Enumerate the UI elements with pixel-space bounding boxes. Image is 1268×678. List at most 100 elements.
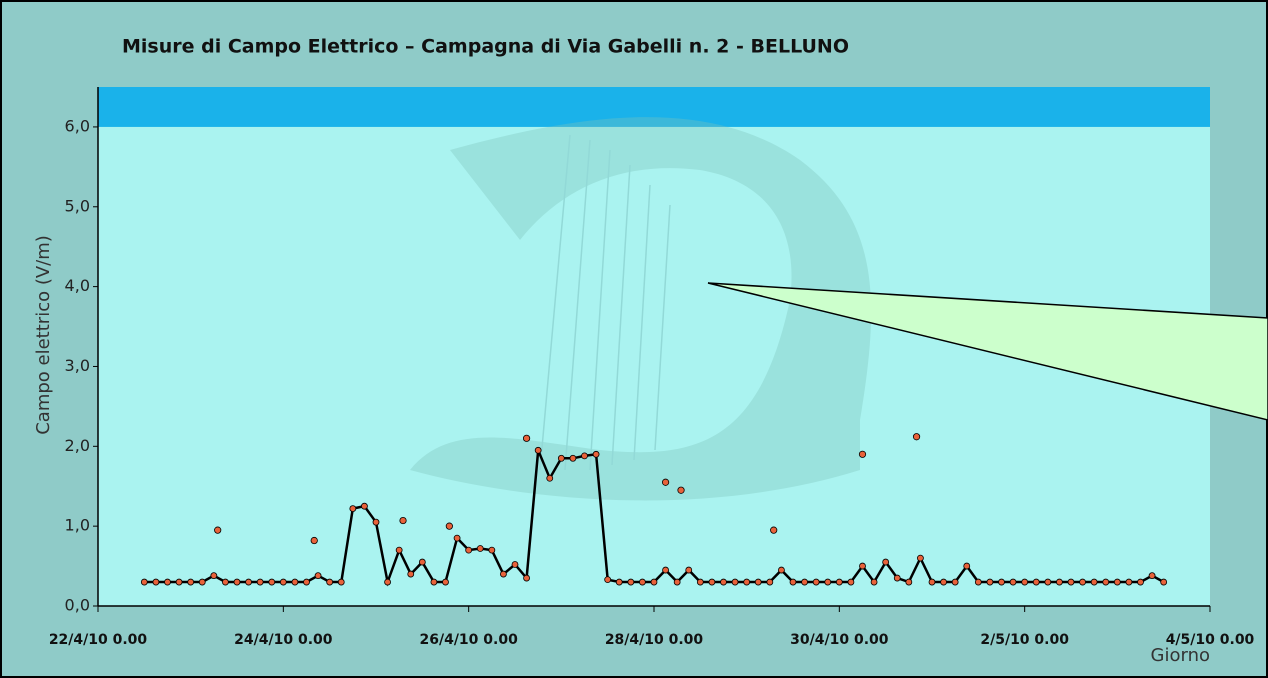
data-point (535, 447, 541, 453)
data-point (582, 453, 588, 459)
data-point (639, 579, 645, 585)
x-tick-label: 26/4/10 0.00 (419, 632, 518, 648)
data-point (883, 559, 889, 565)
data-point (1010, 579, 1016, 585)
data-point (373, 519, 379, 525)
data-point (1138, 579, 1144, 585)
data-point (269, 579, 275, 585)
data-point (477, 546, 483, 552)
data-point (1045, 579, 1051, 585)
data-point (1091, 579, 1097, 585)
data-point (512, 561, 518, 567)
data-point (141, 579, 147, 585)
data-point (396, 547, 402, 553)
y-tick-label: 1,0 (65, 516, 90, 535)
data-point (1056, 579, 1062, 585)
y-tick-label: 5,0 (65, 196, 90, 215)
data-point (176, 579, 182, 585)
data-point (860, 563, 866, 569)
data-point (1103, 579, 1109, 585)
data-point (570, 455, 576, 461)
data-point (350, 506, 356, 512)
data-point (686, 567, 692, 573)
x-tick-label: 2/5/10 0.00 (980, 632, 1069, 648)
data-point (709, 579, 715, 585)
data-point (1126, 579, 1132, 585)
data-point (1068, 579, 1074, 585)
data-point (558, 455, 564, 461)
data-point (500, 571, 506, 577)
data-point (894, 575, 900, 581)
data-point (802, 579, 808, 585)
data-point (674, 579, 680, 585)
x-tick-label: 22/4/10 0.00 (49, 632, 148, 648)
data-point (419, 559, 425, 565)
y-tick-label: 3,0 (65, 356, 90, 375)
outlier-point (214, 527, 220, 533)
chart-title: Misure di Campo Elettrico – Campagna di … (122, 36, 849, 58)
data-point (848, 579, 854, 585)
y-tick-label: 4,0 (65, 276, 90, 295)
data-point (941, 579, 947, 585)
data-point (246, 579, 252, 585)
data-point (616, 579, 622, 585)
data-point (1149, 573, 1155, 579)
data-point (813, 579, 819, 585)
data-point (999, 579, 1005, 585)
data-point (408, 571, 414, 577)
data-point (199, 579, 205, 585)
data-point (767, 579, 773, 585)
data-point (1022, 579, 1028, 585)
data-point (489, 547, 495, 553)
data-point (697, 579, 703, 585)
data-point (257, 579, 263, 585)
data-point (524, 575, 530, 581)
data-point (304, 579, 310, 585)
outlier-point (311, 537, 317, 543)
data-point (153, 579, 159, 585)
x-tick-label: 24/4/10 0.00 (234, 632, 333, 648)
data-point (593, 451, 599, 457)
data-point (315, 573, 321, 579)
outlier-point (662, 479, 668, 485)
data-point (755, 579, 761, 585)
outlier-point (770, 527, 776, 533)
y-axis-label: Campo elettrico (V/m) (33, 235, 54, 435)
data-point (732, 579, 738, 585)
data-point (790, 579, 796, 585)
y-tick-label: 2,0 (65, 436, 90, 455)
data-point (222, 579, 228, 585)
data-point (188, 579, 194, 585)
data-point (744, 579, 750, 585)
data-point (443, 579, 449, 585)
data-point (651, 579, 657, 585)
data-point (327, 579, 333, 585)
data-point (547, 475, 553, 481)
data-point (385, 579, 391, 585)
data-point (778, 567, 784, 573)
data-point (836, 579, 842, 585)
data-point (1080, 579, 1086, 585)
data-point (663, 567, 669, 573)
data-point (987, 579, 993, 585)
outlier-point (859, 451, 865, 457)
data-point (929, 579, 935, 585)
data-point (871, 579, 877, 585)
data-point (1033, 579, 1039, 585)
data-point (338, 579, 344, 585)
x-axis-label: Giorno (1151, 645, 1210, 666)
outlier-point (400, 517, 406, 523)
data-point (211, 573, 217, 579)
data-point (628, 579, 634, 585)
outlier-point (446, 523, 452, 529)
data-point (431, 579, 437, 585)
data-point (361, 503, 367, 509)
data-point (906, 579, 912, 585)
data-point (1114, 579, 1120, 585)
data-point (1161, 579, 1167, 585)
outlier-point (678, 487, 684, 493)
data-point (917, 555, 923, 561)
data-point (234, 579, 240, 585)
chart: 0,01,02,03,04,05,06,022/4/10 0.0024/4/10… (0, 0, 1268, 678)
data-point (292, 579, 298, 585)
